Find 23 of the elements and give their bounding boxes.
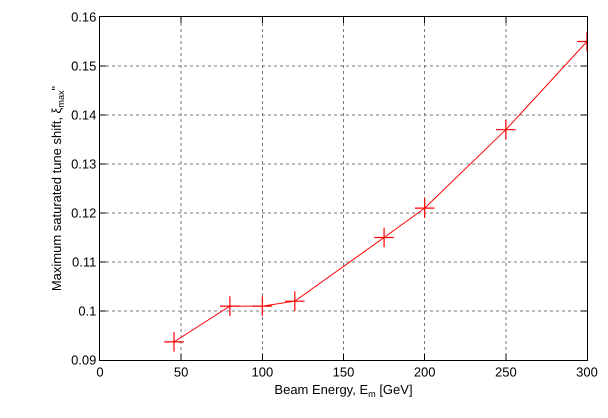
point <box>414 198 436 218</box>
y-tick-label: 0.14 <box>71 108 96 123</box>
point <box>164 331 184 352</box>
y-tick-label: 0.12 <box>71 206 96 221</box>
x-tick-label: 200 <box>414 364 436 380</box>
x-tick-label: 300 <box>576 364 598 380</box>
point <box>219 296 240 316</box>
x-tick-label: 0 <box>96 364 104 380</box>
x-tick-label: 50 <box>174 364 188 380</box>
y-tick-label: 0.13 <box>71 156 96 172</box>
point <box>252 296 273 316</box>
point <box>284 290 306 312</box>
y-tick-label: 0.1 <box>78 304 96 319</box>
y-tick-label: 0.11 <box>72 254 96 270</box>
point <box>495 119 516 140</box>
point <box>374 227 394 248</box>
y-tick-label: 0.15 <box>71 58 96 74</box>
y-tick-label: 0.16 <box>71 10 96 25</box>
x-tick-label: 150 <box>332 364 354 380</box>
y-tick-label: 0.09 <box>71 352 96 368</box>
x-axis-title: Beam Energy, E$_{m}$ [GeV] <box>274 382 413 399</box>
x-tick-label: 250 <box>494 364 517 380</box>
x-tick-label: 100 <box>251 364 274 380</box>
